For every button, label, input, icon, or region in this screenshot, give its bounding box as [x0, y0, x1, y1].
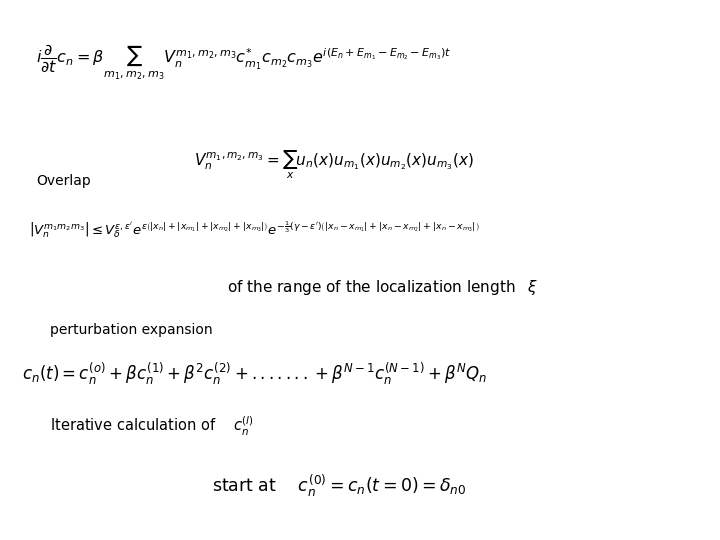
Text: $c_n(t) = c_n^{(o)} + \beta c_n^{(1)} + \beta^2 c_n^{(2)} +.......+ \beta^{N-1} : $c_n(t) = c_n^{(o)} + \beta c_n^{(1)} + …: [22, 361, 487, 387]
Text: perturbation expansion: perturbation expansion: [50, 323, 213, 338]
Text: $i\dfrac{\partial}{\partial t}c_n = \beta \sum_{m_1,m_2,m_3} V_n^{m_1,m_2,m_3} c: $i\dfrac{\partial}{\partial t}c_n = \bet…: [36, 43, 451, 82]
Text: $V_n^{m_1,m_2,m_3} = \sum_x u_n(x)u_{m_1}(x)u_{m_2}(x)u_{m_3}(x)$: $V_n^{m_1,m_2,m_3} = \sum_x u_n(x)u_{m_1…: [194, 148, 474, 181]
Text: start at $\quad c_n^{(0)} = c_n(t=0) = \delta_{n0}$: start at $\quad c_n^{(0)} = c_n(t=0) = \…: [212, 473, 467, 499]
Text: of the range of the localization length $\;\;\xi$: of the range of the localization length …: [227, 278, 539, 297]
Text: Iterative calculation of $\quad c_n^{(l)}$: Iterative calculation of $\quad c_n^{(l)…: [50, 415, 254, 438]
Text: $\left|V_n^{m_1 m_2 m_3}\right| \leq V_\delta^{\varepsilon,\varepsilon^{\prime}}: $\left|V_n^{m_1 m_2 m_3}\right| \leq V_\…: [29, 219, 480, 240]
Text: Overlap: Overlap: [36, 174, 91, 188]
